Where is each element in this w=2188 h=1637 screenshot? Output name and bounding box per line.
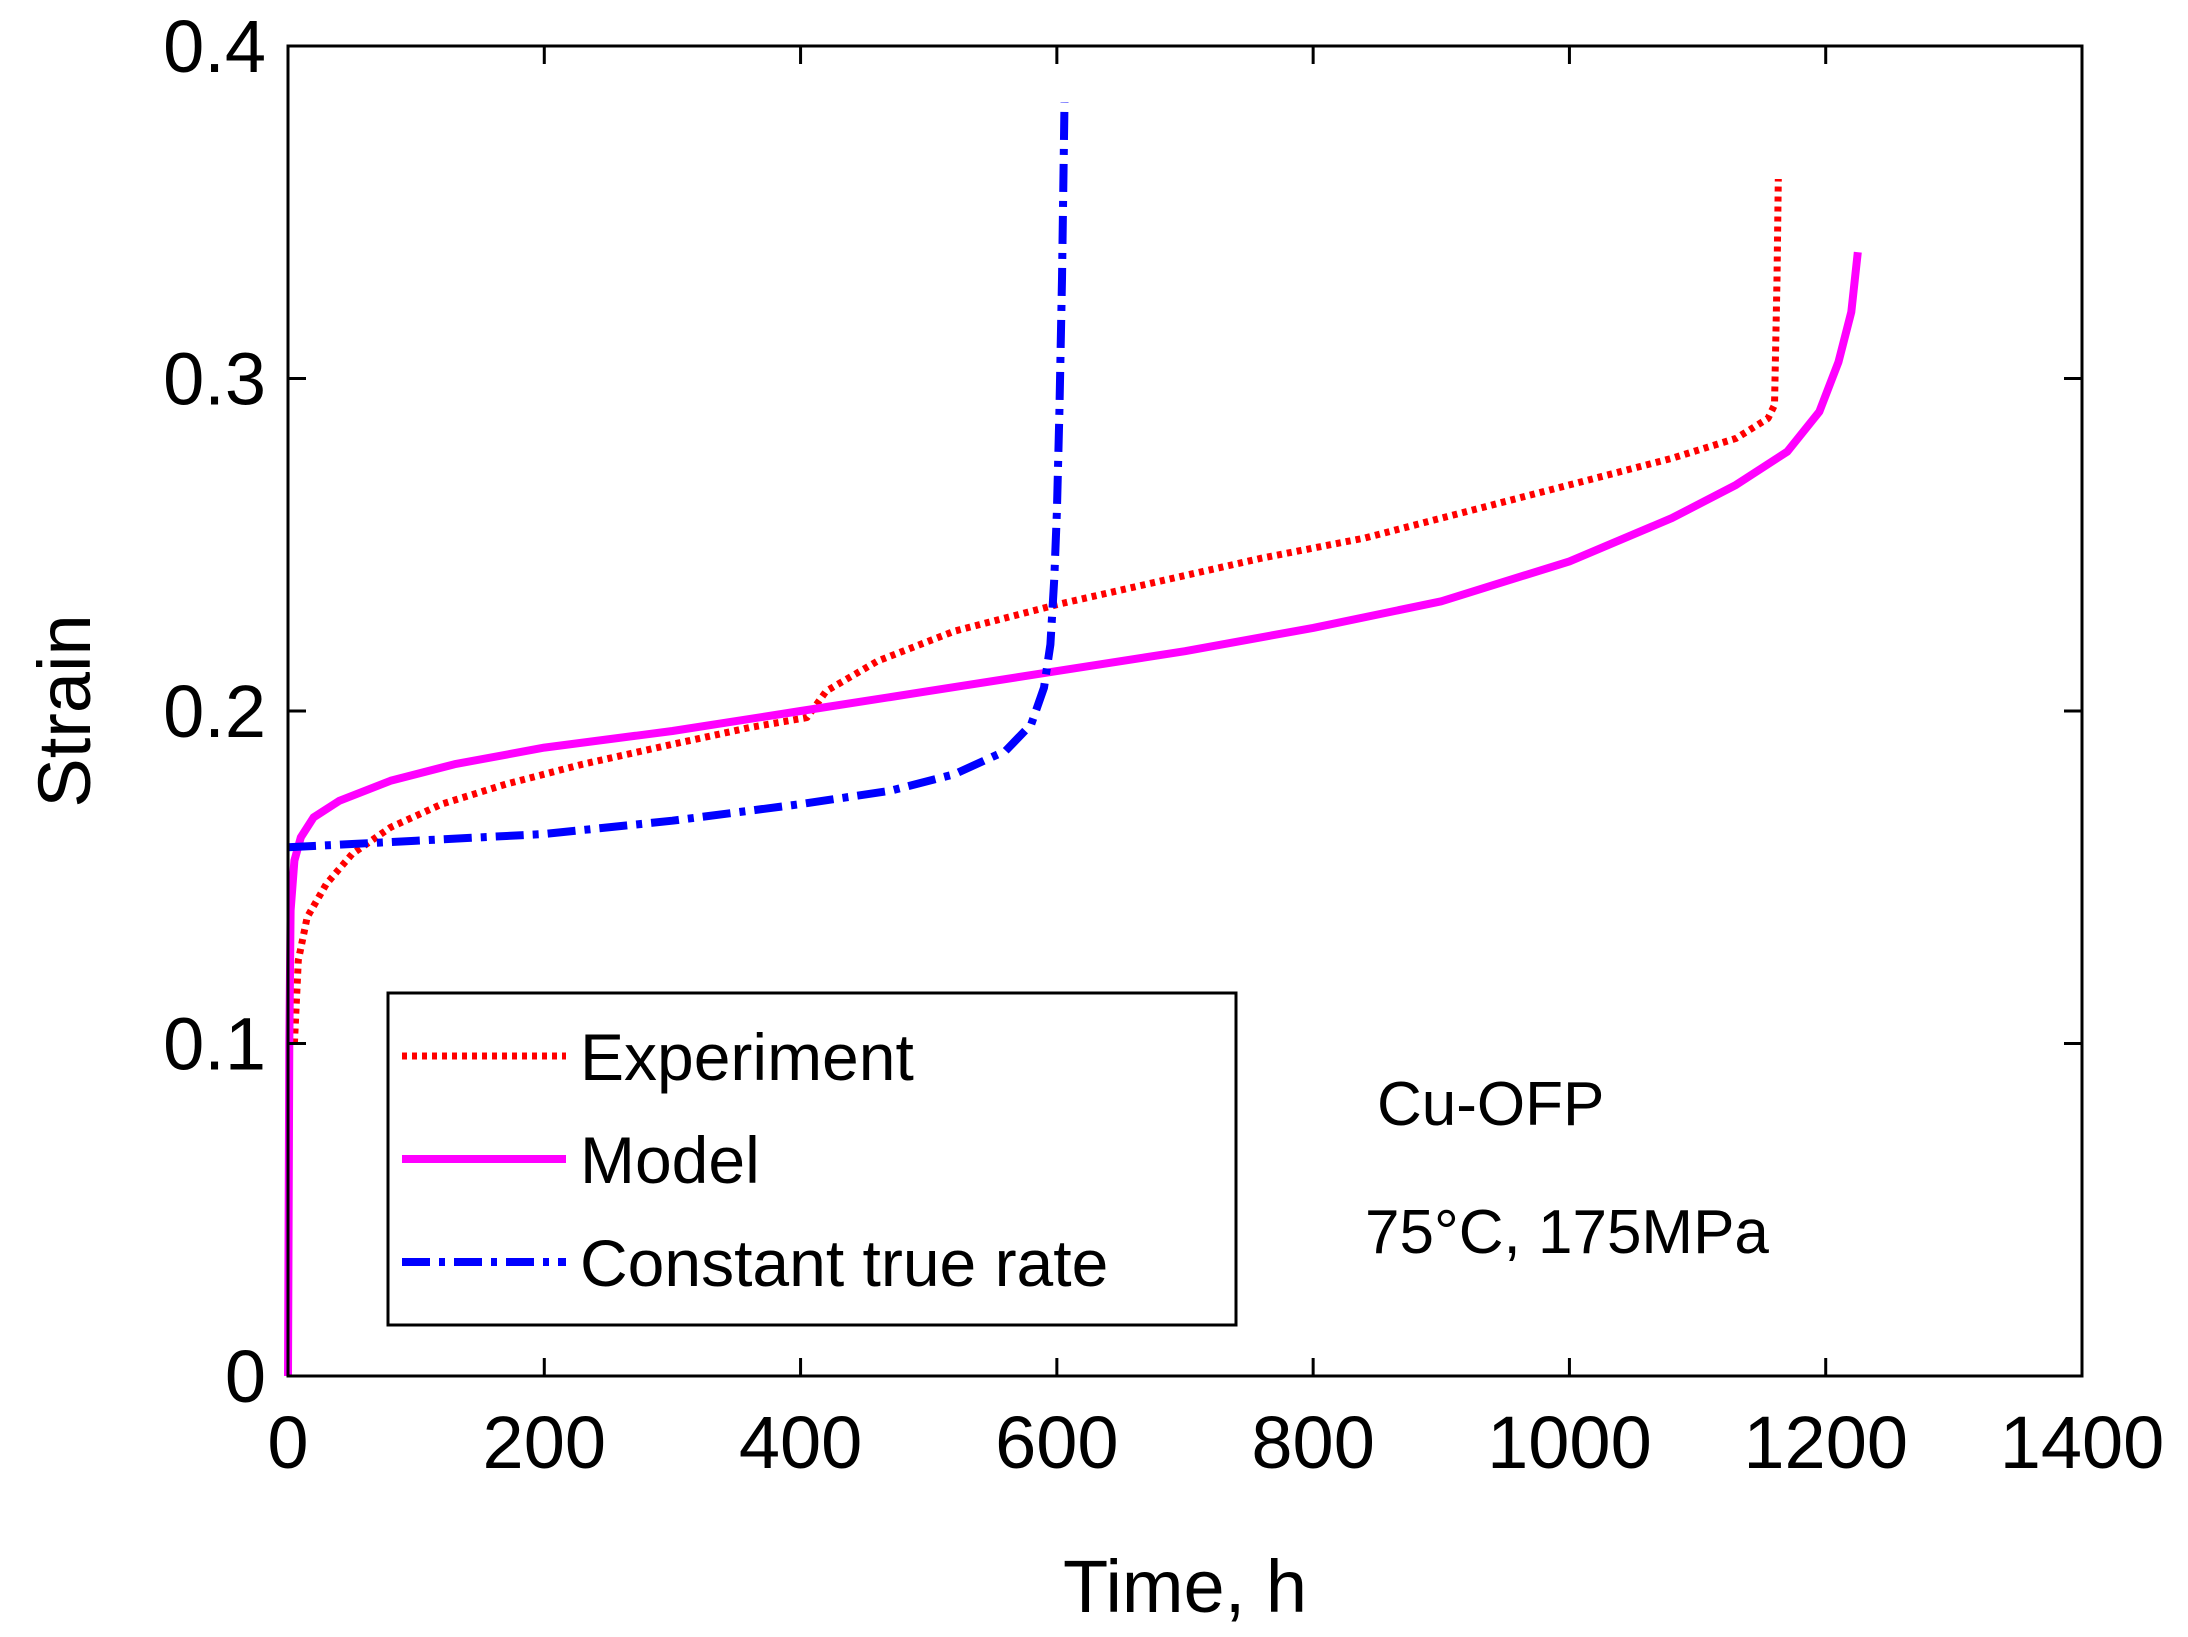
legend-label: Model bbox=[580, 1123, 760, 1197]
y-tick-label: 0.4 bbox=[163, 5, 266, 88]
annotation-material: Cu-OFP bbox=[1377, 1070, 1604, 1139]
y-axis-label: Strain bbox=[23, 614, 106, 807]
legend-label: Constant true rate bbox=[580, 1226, 1108, 1300]
legend: Experiment Model Constant true rate bbox=[386, 991, 1238, 1327]
x-tick-label: 800 bbox=[1251, 1401, 1374, 1484]
y-tick-label: 0.1 bbox=[163, 1003, 266, 1086]
series-layer bbox=[284, 102, 1862, 1377]
y-tick-label: 0.2 bbox=[163, 670, 266, 753]
x-axis-label: Time, h bbox=[1063, 1545, 1307, 1628]
legend-label: Experiment bbox=[580, 1020, 914, 1094]
x-tick-label: 0 bbox=[267, 1401, 308, 1484]
annotation-conditions: 75°C, 175MPa bbox=[1365, 1198, 1769, 1267]
x-tick-label: 400 bbox=[739, 1401, 862, 1484]
x-tick-label: 1000 bbox=[1487, 1401, 1652, 1484]
x-tick-label: 600 bbox=[995, 1401, 1118, 1484]
y-tick-label: 0 bbox=[225, 1335, 266, 1418]
x-tick-label: 200 bbox=[483, 1401, 606, 1484]
x-tick-label: 1400 bbox=[2000, 1401, 2165, 1484]
ticks-layer: 0 200 400 600 800 1000 1200 1400 0 0.1 0.2 0.3 0.4 bbox=[163, 5, 2164, 1484]
series-line-constant-true-rate bbox=[287, 102, 1069, 852]
series-line-model bbox=[284, 251, 1862, 1377]
x-tick-label: 1200 bbox=[1743, 1401, 1908, 1484]
y-tick-label: 0.3 bbox=[163, 338, 266, 421]
